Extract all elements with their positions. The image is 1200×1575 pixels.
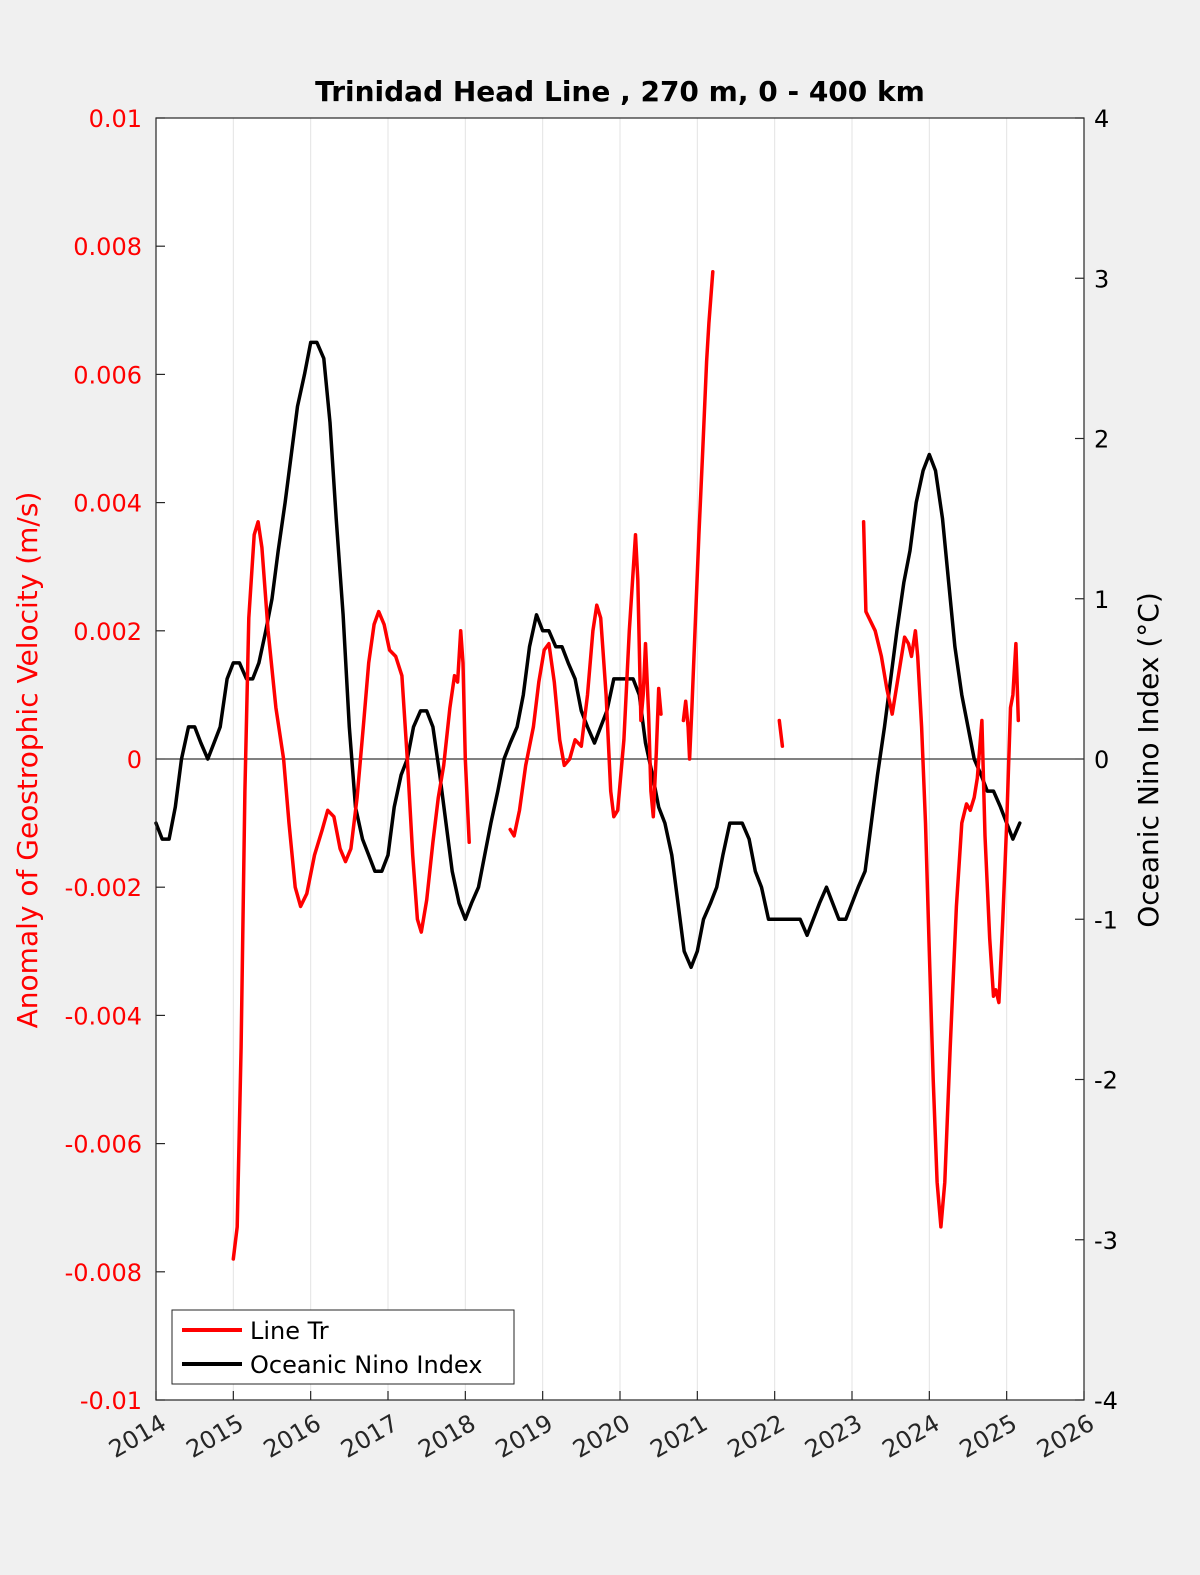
y-left-tick-label: 0.008 [73,233,142,261]
series-line-tr-segment-3 [777,718,785,748]
chart-title: Trinidad Head Line , 270 m, 0 - 400 km [315,75,925,108]
series-oceanic-nino-index-segment-0 [154,340,1022,970]
legend-label-oni: Oceanic Nino Index [250,1351,482,1379]
y-left-tick-label: -0.004 [65,1002,142,1030]
right-axis-ticks: 4 3 2 1 0 -1 -2 -3 -4 [1075,105,1118,1415]
series-line-tr-segment-0 [231,520,471,1261]
legend-label-line-tr: Line Tr [250,1317,329,1345]
y-left-tick-label: 0.004 [73,490,142,518]
y-left-tick-label: 0.01 [89,105,142,133]
series-line-tr-segment-1 [508,532,663,838]
y-right-tick-label: -4 [1094,1387,1118,1415]
y-right-tick-label: 3 [1094,265,1109,293]
legend: Line Tr Oceanic Nino Index [171,1309,515,1385]
y-left-tick-label: 0.006 [73,361,142,389]
y-left-tick-label: 0.002 [73,618,142,646]
y-right-axis-label: Oceanic Nino Index (°C) [1132,592,1165,928]
y-left-tick-label: 0 [127,746,142,774]
y-right-tick-label: -3 [1094,1227,1118,1255]
y-right-tick-label: -1 [1094,906,1118,934]
y-left-tick-label: -0.002 [65,874,142,902]
y-left-axis-label: Anomaly of Geostrophic Velocity (m/s) [11,492,44,1029]
y-left-tick-label: -0.01 [80,1387,142,1415]
y-left-tick-label: -0.006 [65,1131,142,1159]
y-right-tick-label: 4 [1094,105,1109,133]
series-line-tr-segment-2 [681,270,715,761]
y-left-tick-label: -0.008 [65,1259,142,1287]
series-line-tr-segment-4 [861,520,1021,1229]
y-right-tick-label: 0 [1094,746,1109,774]
y-right-tick-label: 1 [1094,586,1109,614]
left-axis-ticks: 0.01 0.008 0.006 0.004 0.002 0 -0.002 -0.004 -0.… [65,105,165,1415]
series-layer [154,270,1022,1261]
y-right-tick-label: 2 [1094,426,1109,454]
legend-box [171,1309,515,1385]
y-right-tick-label: -2 [1094,1067,1118,1095]
